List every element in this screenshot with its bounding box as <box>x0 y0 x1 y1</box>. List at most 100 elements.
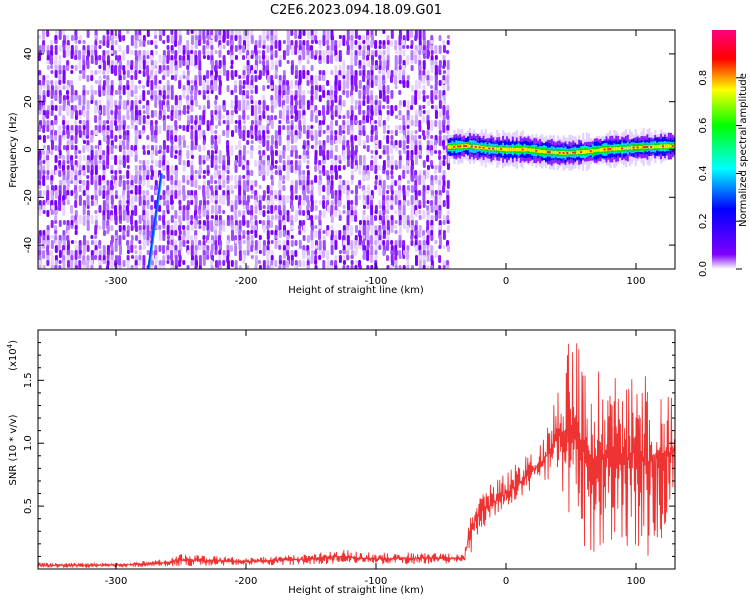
spectrogram-band-cell <box>605 147 608 152</box>
spectrogram-band-cell <box>595 149 598 152</box>
spectrogram-noise-cell <box>286 245 290 251</box>
spectrogram-noise-cell <box>342 130 346 134</box>
spectrogram-band-cell <box>513 148 517 151</box>
spectrogram-noise-cell <box>310 215 314 221</box>
spectrogram-noise-cell <box>338 135 342 144</box>
spectrogram-noise-cell <box>402 50 406 56</box>
spectrogram-noise-cell <box>158 215 162 221</box>
spectrogram-noise-cell <box>182 70 186 76</box>
spectrogram-noise-cell <box>238 200 242 204</box>
spectrogram-band-cell <box>486 146 489 150</box>
snr-y-label: SNR (10 * v/v) <box>8 414 19 485</box>
spectrogram-noise-cell <box>362 45 366 51</box>
spectrogram-noise-cell <box>282 250 286 259</box>
spectrogram-noise-cell <box>174 40 178 47</box>
spectrogram-noise-cell <box>114 245 118 252</box>
spectrogram-noise-cell <box>418 260 422 269</box>
spectrogram-noise-cell <box>42 80 46 86</box>
spectrogram-noise-cell <box>122 70 126 75</box>
spectrogram-noise-cell <box>442 45 446 53</box>
spectrogram-noise-cell <box>162 30 166 36</box>
spectrogram-noise-cell <box>302 40 306 46</box>
spectrogram-noise-cell <box>390 130 394 134</box>
spectrogram-noise-cell <box>102 195 106 199</box>
spectrogram-noise-cell <box>174 70 178 75</box>
spectrogram-noise-cell <box>238 50 242 55</box>
spectrogram-noise-cell <box>326 150 330 160</box>
spectrogram-noise-cell <box>254 135 258 141</box>
spectrogram-noise-cell <box>102 80 106 86</box>
spectrogram-noise-cell <box>446 35 450 39</box>
spectrogram-noise-cell <box>142 150 146 155</box>
spectrogram-noise-cell <box>50 205 54 210</box>
spectrogram-noise-cell <box>442 185 446 193</box>
spectrogram-noise-cell <box>170 85 174 91</box>
spectrogram-noise-cell <box>90 195 94 200</box>
spectrogram-noise-cell <box>354 210 358 216</box>
spectrogram-noise-cell <box>210 90 214 94</box>
spectrogram-noise-cell <box>254 265 258 269</box>
spectrogram-noise-cell <box>222 45 226 49</box>
spectrogram-noise-cell <box>58 70 62 74</box>
spectrogram-noise-cell <box>178 230 182 235</box>
spectrogram-noise-cell <box>334 140 338 144</box>
spectrogram-noise-cell <box>418 50 422 55</box>
spectrogram-noise-cell <box>294 265 298 269</box>
spectrogram-noise-cell <box>430 235 434 241</box>
spectrogram-band-cell <box>523 147 526 152</box>
spectrogram-noise-cell <box>398 80 402 84</box>
spectrogram-noise-cell <box>314 30 318 35</box>
snr-frame <box>37 329 676 570</box>
spectrogram-noise-cell <box>442 175 446 181</box>
spectrogram-noise-cell <box>298 185 302 190</box>
spectrogram-band-cell <box>560 151 563 155</box>
spectrogram-noise-cell <box>78 215 82 224</box>
spectrogram-noise-cell <box>242 130 246 141</box>
spectrogram-noise-cell <box>54 145 58 151</box>
spectrogram-noise-cell <box>206 220 210 231</box>
spectrogram-noise-cell <box>186 240 190 244</box>
spectrogram-noise-cell <box>214 200 218 204</box>
spectrogram-noise-cell <box>202 210 206 217</box>
spectrogram-noise-cell <box>174 130 178 135</box>
spectrogram-noise-cell <box>142 60 146 70</box>
spectrogram-noise-cell <box>262 140 266 147</box>
spectrogram-noise-cell <box>210 205 214 214</box>
spectrogram-noise-cell <box>318 45 322 49</box>
spectrogram-noise-cell <box>354 55 358 66</box>
spectrogram-noise-cell <box>334 265 338 269</box>
spectrogram-noise-cell <box>114 215 118 225</box>
spectrogram-noise-cell <box>302 210 306 216</box>
spectrogram-noise-cell <box>162 235 166 241</box>
spectrogram-noise-cell <box>298 240 302 246</box>
spectrogram-noise-cell <box>146 30 150 37</box>
spectrogram-noise-cell <box>278 80 282 86</box>
spectrogram-noise-cell <box>406 200 410 206</box>
spectrogram-noise-cell <box>434 95 438 100</box>
spectrogram-noise-cell <box>190 115 194 124</box>
spectrogram-noise-cell <box>290 150 294 157</box>
spectrogram-noise-cell <box>290 125 294 130</box>
spectrogram-noise-cell <box>254 75 258 82</box>
spectrogram-noise-cell <box>194 135 198 146</box>
spectrogram-noise-cell <box>306 60 310 64</box>
spectrogram-noise-cell <box>334 105 338 111</box>
spectrogram-noise-cell <box>242 85 246 89</box>
spectrogram-noise-cell <box>306 165 310 169</box>
spectrogram-noise-cell <box>170 185 174 191</box>
spectrogram-noise-cell <box>358 135 362 146</box>
spectrogram-noise-cell <box>426 135 430 139</box>
spectrogram-noise-cell <box>198 125 202 131</box>
spectrogram-noise-cell <box>230 205 234 212</box>
spectrogram-noise-cell <box>378 60 382 66</box>
spectrogram-noise-cell <box>90 135 94 143</box>
spectrogram-noise-cell <box>90 215 94 221</box>
spectrogram-noise-cell <box>146 115 150 119</box>
spectrogram-noise-cell <box>234 70 238 77</box>
spectrogram-noise-cell <box>442 220 446 225</box>
spectrogram-noise-cell <box>258 250 262 254</box>
spectrogram-noise-cell <box>262 260 266 269</box>
spectrogram-noise-cell <box>198 185 202 190</box>
spectrogram-noise-cell <box>110 50 114 54</box>
spectrogram-noise-cell <box>158 70 162 74</box>
